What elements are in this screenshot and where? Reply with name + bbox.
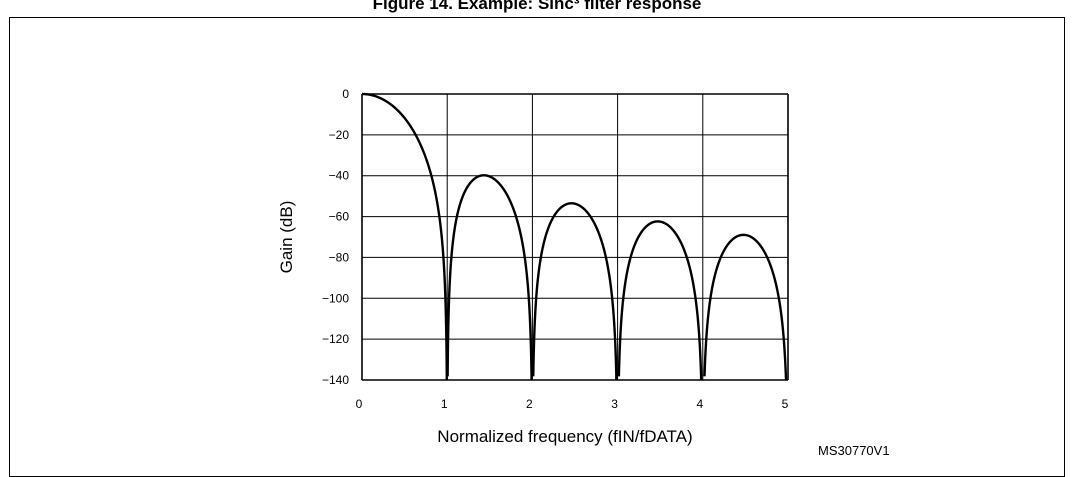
chart-grid [361,93,789,381]
response-lobe [446,174,533,380]
x-tick-label: 2 [526,397,533,411]
x-tick-label: 0 [356,397,363,411]
figure-title: Figure 14. Example: Sinc³ filter respons… [0,0,1074,18]
x-tick-label: 5 [782,397,789,411]
response-lobe [360,92,448,380]
y-tick-label: −20 [329,128,350,142]
response-lobe [703,233,788,381]
reference-id: MS30770V1 [818,443,890,458]
y-tick-label: −120 [322,332,349,346]
y-tick-label: −60 [329,210,350,224]
x-tick-label: 1 [441,397,448,411]
x-axis-label: Normalized frequency (fIN/fDATA) [437,427,692,446]
y-tick-labels: 0 −20 −40 −60 −80 −100 −120 −140 [322,87,349,387]
y-tick-label: −140 [322,373,349,387]
x-tick-labels: 0 1 2 3 4 5 [356,397,789,411]
y-tick-label: −40 [329,169,350,183]
y-tick-label: −80 [329,250,350,264]
figure-title-text: Figure 14. Example: Sinc³ filter respons… [372,0,702,13]
response-lobe [617,220,703,380]
y-tick-label: 0 [342,87,349,101]
chart-curve-group [360,92,788,381]
y-axis-label: Gain (dB) [277,201,296,274]
x-tick-label: 4 [696,397,703,411]
response-lobe [532,202,618,380]
y-tick-label: −100 [322,291,349,305]
sinc-filter-chart: 0 −20 −40 −60 −80 −100 −120 −140 0 1 2 3 4 5 Normali… [277,87,789,446]
x-tick-label: 3 [611,397,618,411]
